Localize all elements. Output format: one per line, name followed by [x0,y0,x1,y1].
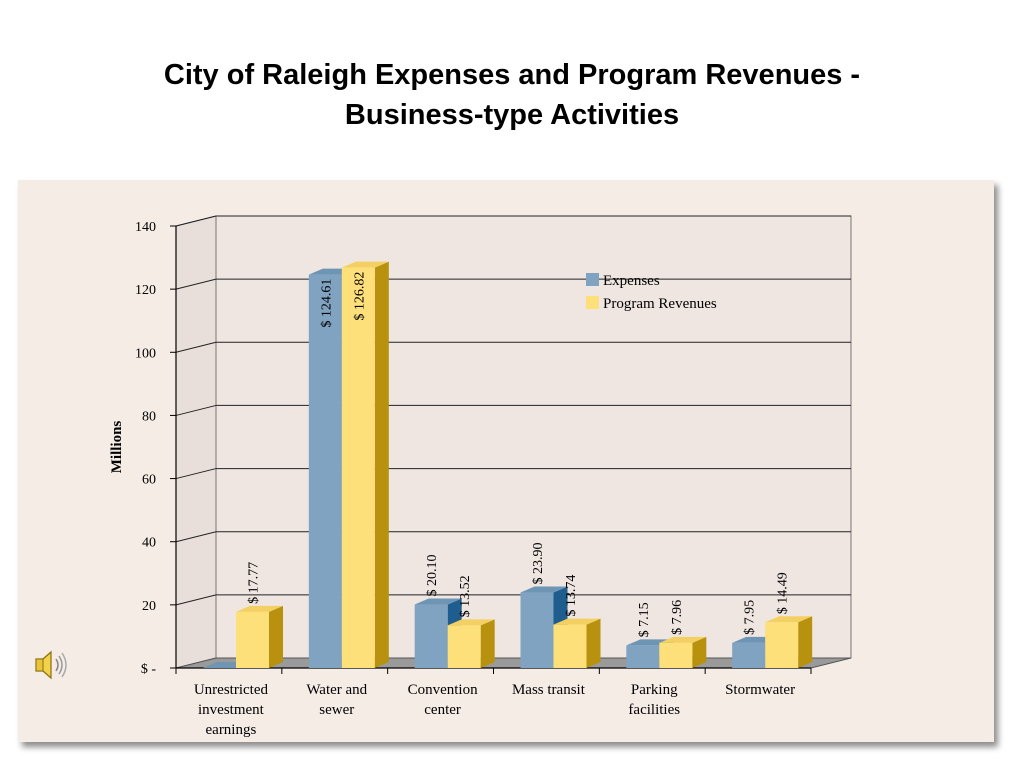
bar-data-label: $ 13.74 [564,575,579,617]
gridline-side [175,404,217,416]
bar-top [414,598,462,605]
revenues-bar [341,267,375,668]
x-tick-label: sewer [319,702,354,718]
bar-side [798,616,813,668]
bar-chart: $ - 20 40 60 80 100 120 140 Millions Unrestricted… [109,215,852,738]
bar-top [520,586,568,593]
expenses-bar [520,592,554,668]
legend-swatch-revenues [586,296,599,309]
revenues-bar [765,622,799,668]
bar-top [659,636,707,643]
expenses-bar [308,274,342,668]
y-tick-label: 40 [142,536,156,551]
bar-data-label: $ 124.61 [319,279,334,328]
legend-label-expenses: Expenses [603,273,660,289]
slide-title-line-1: City of Raleigh Expenses and Program Rev… [163,59,861,91]
x-tick-label: earnings [206,722,257,738]
bar-top [765,616,813,623]
revenues-bar [447,625,481,668]
bar-top [553,618,601,625]
gridline-side [175,531,217,543]
gridline-side [175,278,217,290]
slide-title: City of Raleigh Expenses and Program Rev… [0,55,1024,135]
revenues-bar [553,624,587,668]
legend-label-revenues: Program Revenues [603,296,717,312]
y-tick-label: 100 [135,346,156,361]
x-tick-label: investment [198,702,265,718]
bar-data-label: $ 14.49 [776,572,791,614]
bar-top [447,619,495,626]
revenues-bar [659,642,693,668]
y-tick-label: 60 [142,473,156,488]
x-tick-label: center [424,702,461,718]
bar-side [374,261,389,668]
bar-data-label: $ 17.77 [247,562,262,604]
bar-data-label: $ 23.90 [531,543,546,585]
y-tick-label: 80 [142,409,156,424]
x-tick-label: Unrestricted [194,682,269,698]
bar-data-label: $ 20.10 [425,555,440,597]
x-tick-label: Water and [306,682,367,698]
gridline-side [175,341,217,353]
y-axis-label: Millions [109,421,125,474]
expenses-bar [414,604,448,668]
y-tick-label: 120 [135,283,156,298]
bar-top [341,261,389,268]
x-tick-label: Convention [408,682,478,698]
gridline-side [175,215,217,227]
bar-top [236,605,283,612]
legend-swatch-expenses [586,273,599,286]
gridline-side [175,468,217,480]
speaker-icon[interactable] [32,645,72,685]
bar-side [269,605,283,668]
bar-data-label: $ 7.96 [670,600,685,635]
y-tick-label: $ - [141,662,157,677]
bar-data-label: $ 7.95 [743,600,758,635]
x-tick-label: facilities [628,702,680,718]
expenses-bar [626,645,660,668]
y-tick-label: 20 [142,599,156,614]
revenues-bar [236,611,269,668]
gridline-side [175,594,217,606]
bar-data-label: $ 13.52 [458,575,473,617]
x-tick-label: Parking [631,682,678,698]
bar-side [480,619,495,668]
y-tick-label: 140 [135,220,156,235]
slide-title-line-2: Business-type Activities [344,99,680,131]
bar-side [692,636,707,668]
x-tick-label: Stormwater [725,682,795,698]
bar-data-label: $ 7.15 [637,602,652,637]
bar-data-label: $ 126.82 [352,272,367,321]
bar-side [586,618,601,668]
x-tick-label: Mass transit [512,682,586,698]
expenses-bar [732,642,766,668]
